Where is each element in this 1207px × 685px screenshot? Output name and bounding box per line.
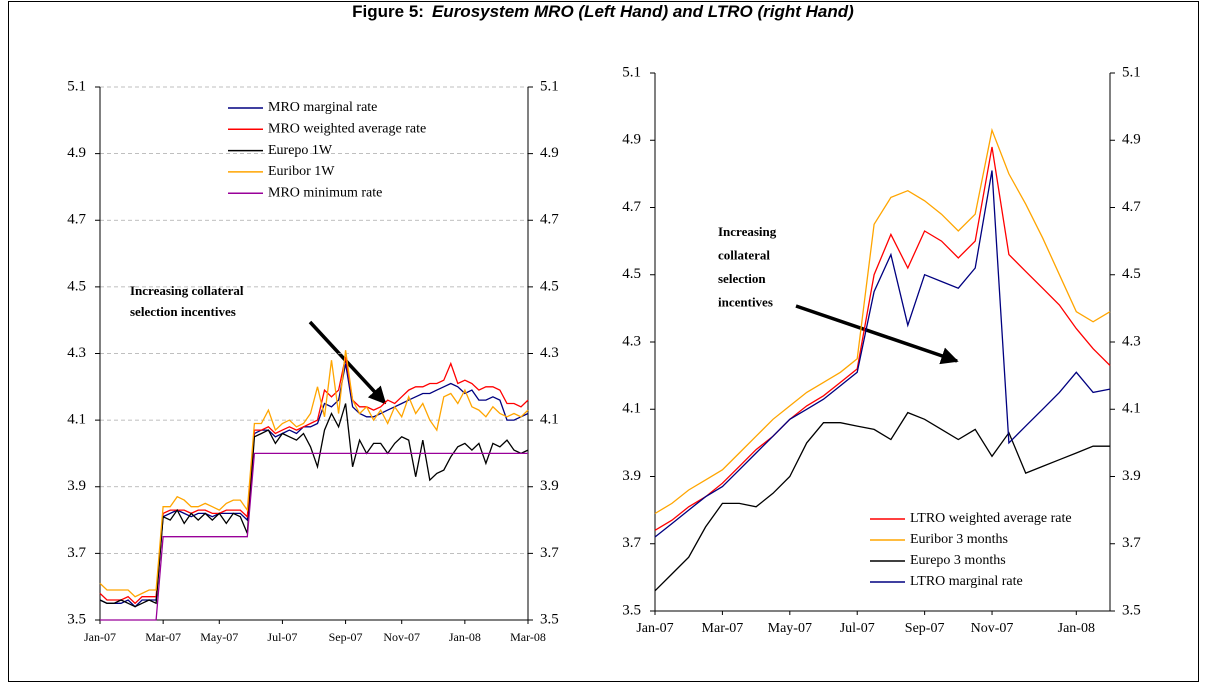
y-tick-label: 4.5: [67, 278, 86, 294]
legend-label: LTRO marginal rate: [910, 574, 1023, 589]
figure-title-text: Eurosystem MRO (Left Hand) and LTRO (rig…: [432, 2, 854, 21]
y-tick-label-right: 5.1: [540, 78, 559, 94]
legend-label: Eurepo 1W: [268, 143, 333, 158]
x-tick-label: Jan-07: [636, 621, 673, 636]
legend-label: MRO minimum rate: [268, 185, 382, 200]
x-tick-label: Mar-07: [702, 621, 744, 636]
y-tick-label-right: 3.7: [540, 545, 559, 561]
y-tick-label-right: 3.9: [540, 478, 559, 494]
series-line: [99, 350, 529, 598]
x-tick-label: Jan-08: [449, 630, 481, 644]
legend-label: Euribor 1W: [268, 164, 335, 179]
x-tick-label: Jan-07: [84, 630, 116, 644]
x-tick-label: Mar-07: [145, 630, 181, 644]
y-tick-label-right: 4.9: [540, 145, 559, 161]
x-tick-label: Sep-07: [905, 621, 945, 636]
y-tick-label-right: 4.1: [1122, 401, 1141, 417]
y-tick-label-right: 4.9: [1122, 132, 1141, 148]
y-tick-label-right: 3.9: [1122, 468, 1141, 484]
y-tick-label: 4.9: [67, 145, 86, 161]
y-tick-label-right: 4.1: [540, 412, 559, 428]
y-tick-label-right: 4.3: [1122, 333, 1141, 349]
y-tick-label: 4.7: [67, 212, 86, 228]
x-tick-label: Nov-07: [383, 630, 420, 644]
annotation: selection incentives: [130, 304, 236, 319]
x-tick-label: May-07: [768, 621, 812, 636]
x-tick-label: Jan-08: [1058, 621, 1095, 636]
y-tick-label: 4.7: [622, 199, 641, 215]
legend-label: Eurepo 3 months: [910, 553, 1006, 568]
figure-title: Figure 5: Eurosystem MRO (Left Hand) and …: [352, 2, 854, 21]
series-line: [654, 127, 1111, 515]
y-tick-label: 4.1: [622, 401, 641, 417]
legend-label: MRO weighted average rate: [268, 122, 426, 137]
annotation: incentives: [718, 294, 773, 309]
x-tick-label: Sep-07: [329, 630, 363, 644]
series-line: [99, 356, 529, 605]
y-tick-label: 3.9: [622, 468, 641, 484]
y-tick-label: 4.1: [67, 412, 86, 428]
y-tick-label-right: 4.7: [540, 212, 559, 228]
y-tick-label: 3.7: [67, 545, 86, 561]
series-line: [654, 170, 1111, 538]
y-tick-label-right: 4.3: [540, 345, 559, 361]
y-tick-label: 5.1: [622, 64, 641, 80]
y-tick-label-right: 3.5: [1122, 602, 1141, 618]
y-tick-label: 3.7: [622, 535, 641, 551]
figure-label: Figure 5:: [352, 2, 424, 21]
y-tick-label: 5.1: [67, 78, 86, 94]
series-line: [100, 452, 528, 621]
y-tick-label-right: 4.5: [540, 278, 559, 294]
y-tick-label-right: 4.7: [1122, 199, 1141, 215]
annotation: Increasing: [718, 224, 777, 239]
x-tick-label: May-07: [200, 630, 238, 644]
legend-label: Euribor 3 months: [910, 532, 1008, 547]
y-tick-label: 4.3: [67, 345, 86, 361]
series-line: [99, 403, 529, 608]
series-line: [654, 146, 1111, 531]
y-tick-label: 3.9: [67, 478, 86, 494]
y-tick-label: 3.5: [67, 611, 86, 627]
legend-label: LTRO weighted average rate: [910, 511, 1072, 526]
y-tick-label: 4.3: [622, 333, 641, 349]
x-tick-label: Nov-07: [971, 621, 1014, 636]
annotation: Increasing collateral: [130, 283, 244, 298]
figure-border: [8, 1, 1199, 682]
y-tick-label: 4.9: [622, 132, 641, 148]
y-tick-label-right: 3.5: [540, 611, 559, 627]
legend-label: MRO marginal rate: [268, 100, 377, 115]
x-tick-label: Mar-08: [510, 630, 546, 644]
annotation-arrow: [795, 304, 959, 365]
annotation: selection: [718, 271, 766, 286]
y-tick-label: 4.5: [622, 266, 641, 282]
y-tick-label-right: 5.1: [1122, 64, 1141, 80]
x-tick-label: Jul-07: [267, 630, 297, 644]
y-tick-label-right: 4.5: [1122, 266, 1141, 282]
annotation: collateral: [718, 247, 770, 262]
y-tick-label: 3.5: [622, 602, 641, 618]
x-tick-label: Jul-07: [840, 621, 875, 636]
series-line: [99, 363, 529, 608]
series-line: [654, 411, 1110, 592]
y-tick-label-right: 3.7: [1122, 535, 1141, 551]
